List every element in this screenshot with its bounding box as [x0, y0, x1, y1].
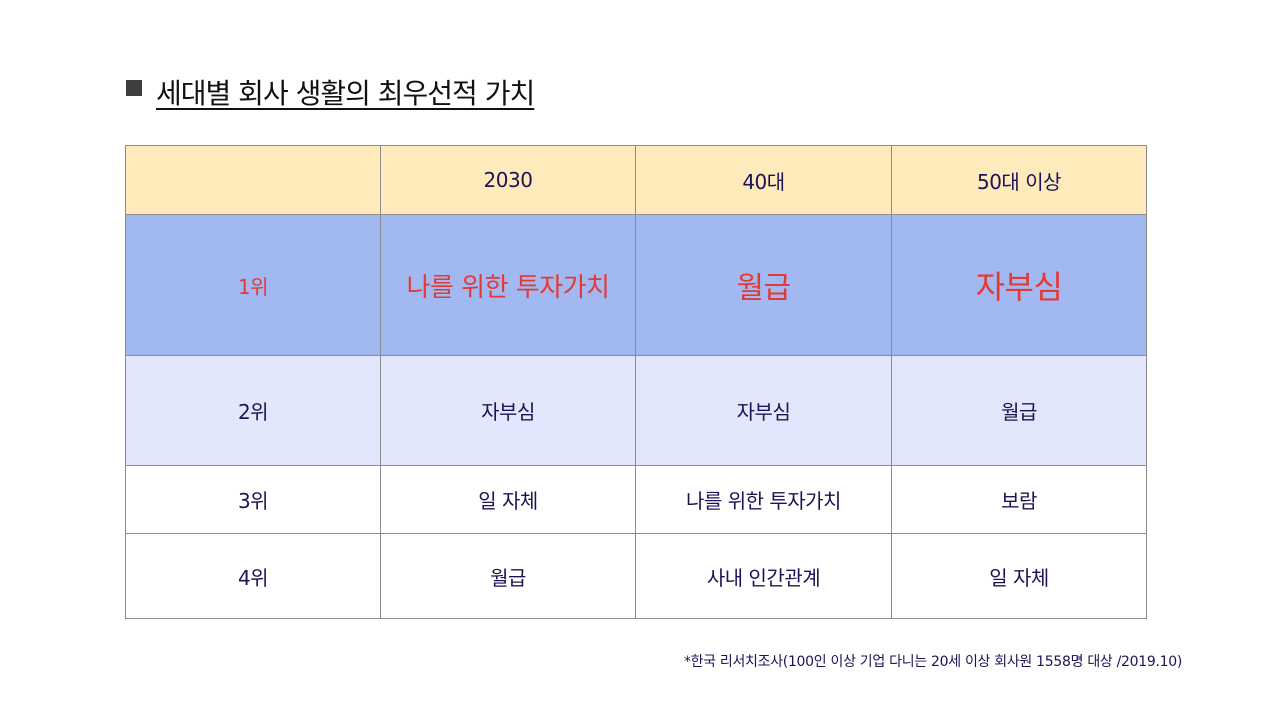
table-row-rank-2: 2위 자부심 자부심 월급: [125, 355, 1147, 466]
header-cell-40s: 40대: [635, 145, 892, 215]
table-cell: 자부심: [891, 214, 1147, 356]
table-cell: 사내 인간관계: [635, 533, 892, 619]
rank-label: 2위: [125, 355, 381, 466]
header-cell-empty: [125, 145, 381, 215]
rank-label: 1위: [125, 214, 381, 356]
title-row: 세대별 회사 생활의 최우선적 가치: [126, 72, 535, 112]
table-cell: 월급: [891, 355, 1147, 466]
header-cell-2030: 2030: [380, 145, 636, 215]
table-row-rank-1: 1위 나를 위한 투자가치 월급 자부심: [125, 214, 1147, 356]
table-cell: 자부심: [380, 355, 636, 466]
table-cell: 일 자체: [380, 465, 636, 534]
rank-label: 4위: [125, 533, 381, 619]
page-title: 세대별 회사 생활의 최우선적 가치: [156, 77, 535, 110]
table-cell: 나를 위한 투자가치: [380, 214, 636, 356]
table-cell: 일 자체: [891, 533, 1147, 619]
value-ranking-table: 2030 40대 50대 이상 1위 나를 위한 투자가치 월급 자부심 2위 …: [125, 145, 1147, 619]
table-row-rank-3: 3위 일 자체 나를 위한 투자가치 보람: [125, 465, 1147, 534]
table-cell: 보람: [891, 465, 1147, 534]
source-footnote: *한국 리서치조사(100인 이상 기업 다니는 20세 이상 회사원 1558…: [683, 654, 1182, 670]
square-bullet-icon: [126, 80, 142, 96]
table-cell: 자부심: [635, 355, 892, 466]
table-row-rank-4: 4위 월급 사내 인간관계 일 자체: [125, 533, 1147, 619]
table-cell: 나를 위한 투자가치: [635, 465, 892, 534]
table-cell: 월급: [635, 214, 892, 356]
table-cell: 월급: [380, 533, 636, 619]
header-cell-50s-plus: 50대 이상: [891, 145, 1147, 215]
table-header-row: 2030 40대 50대 이상: [125, 145, 1147, 215]
rank-label: 3위: [125, 465, 381, 534]
